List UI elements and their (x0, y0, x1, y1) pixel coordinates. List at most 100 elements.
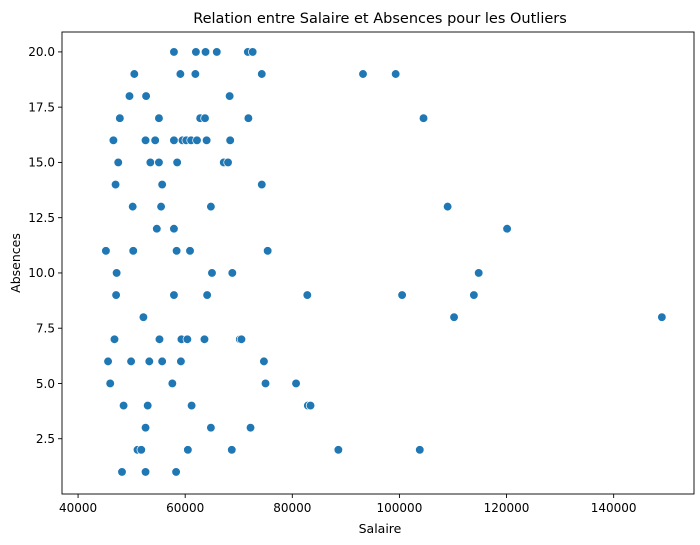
data-point (144, 356, 154, 367)
data-point (113, 157, 123, 168)
data-point (227, 445, 237, 455)
y-axis: 2.5 5.0 7.5 10.0 12.5 15.0 17.5 20.0 (28, 45, 62, 446)
data-point (145, 157, 156, 168)
data-point (103, 356, 113, 367)
data-point (171, 467, 181, 477)
data-point (474, 268, 484, 278)
y-tick-label: 12.5 (28, 211, 55, 225)
x-axis-label: Salaire (359, 521, 402, 536)
data-point (172, 157, 182, 168)
data-point (126, 356, 136, 367)
data-point (140, 135, 151, 145)
data-point (302, 290, 312, 300)
data-point (236, 334, 247, 344)
data-point (154, 157, 164, 168)
data-point (191, 47, 201, 57)
data-point (502, 224, 512, 234)
data-point (128, 246, 138, 256)
data-point (291, 378, 301, 389)
data-point (207, 268, 217, 278)
data-point (415, 445, 425, 455)
data-point (263, 246, 273, 256)
data-point (212, 47, 222, 57)
data-point (257, 69, 267, 79)
data-point (111, 290, 121, 300)
data-point (110, 179, 121, 190)
data-point (143, 400, 153, 411)
data-point (128, 201, 138, 212)
data-point (138, 312, 149, 322)
data-point (201, 135, 212, 145)
data-point (223, 157, 233, 168)
data-point (111, 268, 122, 278)
data-point (136, 445, 146, 455)
data-point (192, 135, 202, 145)
data-point (129, 69, 139, 79)
data-point (358, 69, 368, 79)
data-point (206, 423, 216, 433)
y-tick-label: 2.5 (36, 432, 55, 446)
data-point (157, 356, 167, 367)
data-point (186, 400, 197, 411)
data-point (169, 135, 179, 145)
data-point (200, 113, 210, 123)
data-point (167, 378, 177, 389)
data-point (397, 290, 407, 300)
data-point (175, 69, 186, 79)
data-point (176, 356, 186, 367)
x-tick-label: 120000 (484, 501, 530, 515)
y-tick-label: 15.0 (28, 156, 55, 170)
x-tick-label: 100000 (377, 501, 423, 515)
data-point (169, 47, 179, 57)
y-tick-label: 7.5 (36, 322, 55, 336)
data-point (152, 224, 162, 234)
data-point (108, 135, 119, 145)
data-point (156, 201, 166, 212)
data-point (391, 69, 401, 79)
data-point (245, 423, 256, 433)
data-point (101, 246, 111, 256)
data-point (449, 312, 459, 322)
y-axis-label: Absences (8, 233, 23, 293)
data-point (206, 201, 216, 212)
data-point (150, 135, 160, 145)
y-tick-label: 10.0 (28, 266, 55, 280)
data-point (305, 400, 316, 411)
data-point (118, 400, 129, 411)
x-tick-label: 40000 (59, 501, 97, 515)
data-point (202, 290, 212, 300)
data-point (171, 246, 182, 256)
data-point (185, 246, 195, 256)
data-point (657, 312, 667, 322)
data-point (115, 113, 125, 123)
x-tick-label: 60000 (166, 501, 204, 515)
data-point (418, 113, 429, 123)
x-tick-label: 80000 (273, 501, 311, 515)
data-point (169, 224, 179, 234)
data-point (169, 290, 179, 300)
data-point (154, 334, 165, 344)
data-point (260, 378, 271, 389)
data-point (190, 69, 201, 79)
data-point (200, 47, 211, 57)
y-tick-label: 20.0 (28, 45, 55, 59)
x-tick-label: 140000 (591, 501, 637, 515)
data-point (199, 334, 210, 344)
data-point (140, 423, 151, 433)
data-point (257, 179, 267, 190)
data-point (157, 179, 167, 190)
data-point (124, 91, 135, 101)
data-point (469, 290, 479, 300)
plot-frame (61, 31, 695, 495)
chart-title: Relation entre Salaire et Absences pour … (193, 11, 567, 27)
y-tick-label: 5.0 (36, 377, 55, 391)
data-point (109, 334, 120, 344)
data-point (140, 467, 151, 477)
data-point (243, 113, 254, 123)
data-point (442, 201, 453, 212)
data-point (225, 135, 235, 145)
data-point (259, 356, 269, 367)
data-point (141, 91, 151, 101)
data-point (248, 47, 258, 57)
